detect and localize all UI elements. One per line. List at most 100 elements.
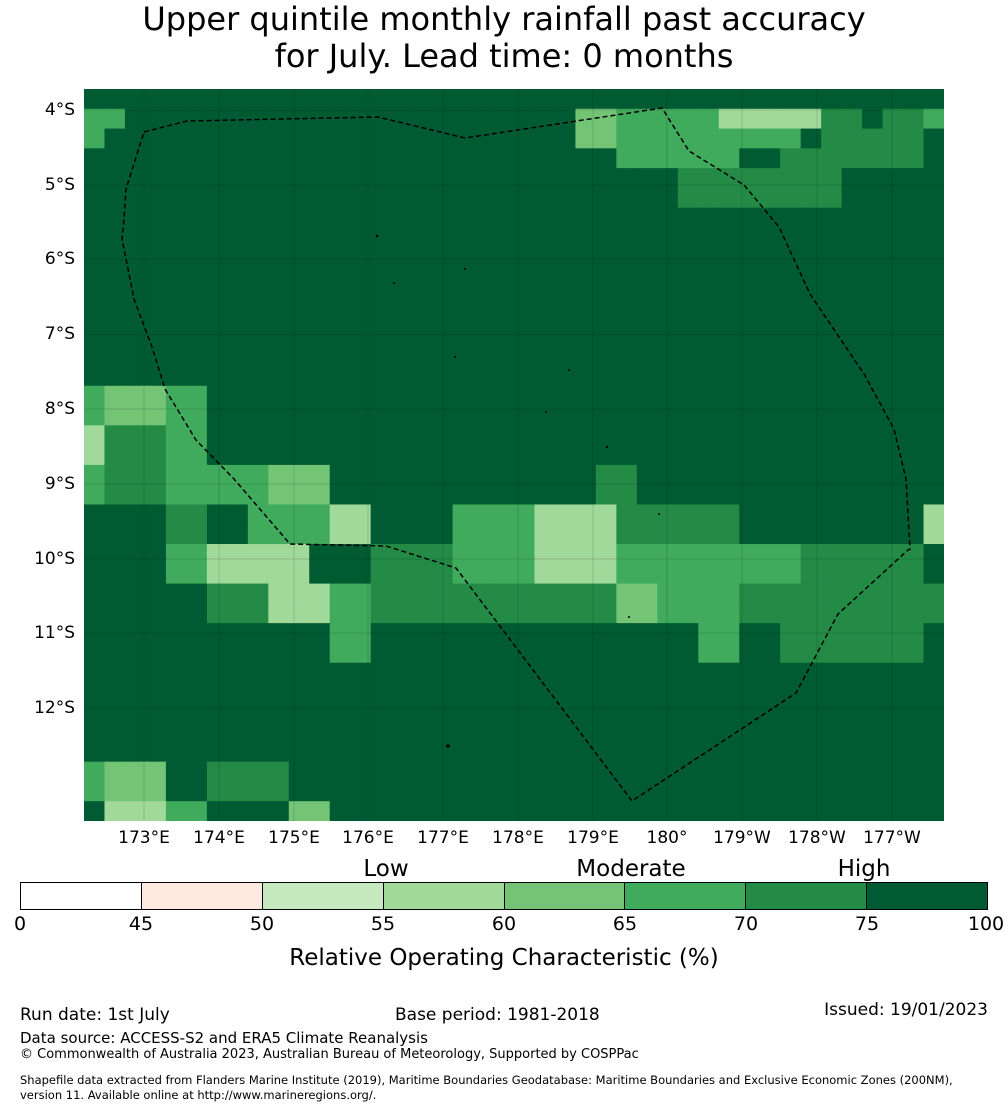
grid-cell — [186, 583, 208, 604]
grid-cell — [350, 583, 372, 604]
grid-cell — [288, 464, 310, 486]
grid-cell — [616, 801, 638, 821]
grid-cell — [329, 623, 351, 644]
grid-cell — [493, 227, 515, 248]
grid-cell — [473, 108, 495, 130]
grid-cell — [841, 642, 863, 664]
grid-cell — [84, 603, 106, 624]
grid-cell — [554, 623, 577, 644]
grid-cell — [800, 365, 822, 387]
grid-cell — [206, 227, 228, 248]
grid-cell — [288, 425, 310, 446]
grid-cell — [145, 326, 167, 347]
grid-cell — [923, 484, 944, 506]
grid-cell — [718, 425, 740, 446]
grid-cell — [329, 682, 351, 703]
grid-cell — [432, 722, 454, 743]
grid-cell — [247, 207, 269, 229]
grid-cell — [84, 365, 106, 387]
grid-cell — [145, 425, 167, 446]
grid-cell — [718, 108, 740, 130]
grid-cell — [206, 563, 228, 585]
grid-cell — [104, 187, 126, 209]
grid-cell — [145, 306, 167, 327]
grid-cell — [698, 464, 720, 486]
grid-cell — [595, 247, 617, 268]
grid-cell — [493, 662, 515, 684]
grid-cell — [84, 761, 106, 783]
grid-cell — [186, 187, 208, 209]
grid-cell — [493, 583, 515, 604]
grid-cell — [841, 761, 863, 783]
grid-cell — [452, 722, 474, 743]
grid-cell — [104, 642, 126, 664]
grid-cell — [595, 267, 617, 288]
grid-cell — [473, 722, 495, 743]
grid-cell — [739, 484, 761, 506]
grid-cell — [514, 286, 536, 308]
grid-cell — [391, 365, 413, 387]
grid-cell — [288, 583, 310, 604]
grid-cell — [616, 484, 638, 506]
grid-cell — [821, 623, 843, 644]
grid-cell — [206, 642, 228, 664]
grid-cell — [309, 662, 331, 684]
grid-cell — [186, 662, 208, 684]
grid-cell — [288, 682, 310, 703]
colorbar-segment — [141, 883, 263, 909]
grid-cell — [165, 781, 187, 802]
grid-cell — [370, 385, 392, 407]
grid-cell — [800, 603, 822, 624]
grid-cell — [268, 365, 290, 387]
grid-cell — [677, 148, 699, 169]
grid-cell — [309, 168, 331, 189]
grid-cell — [657, 346, 679, 367]
grid-cell — [759, 187, 781, 209]
grid-cell — [452, 168, 474, 189]
grid-cell — [534, 306, 556, 327]
grid-cell — [84, 524, 106, 545]
grid-cell — [309, 741, 331, 763]
grid-cell — [862, 781, 884, 802]
lat-label-7s: 7°S — [44, 324, 75, 344]
grid-cell — [514, 741, 536, 763]
grid-cell — [882, 682, 904, 703]
grid-cell — [165, 365, 187, 387]
grid-cell — [473, 504, 495, 525]
grid-cell — [247, 247, 269, 268]
grid-cell — [206, 207, 228, 229]
grid-cell — [206, 108, 228, 130]
grid-cell — [288, 741, 310, 763]
grid-cell — [206, 741, 228, 763]
grid-cell — [534, 89, 556, 110]
grid-cell — [288, 702, 310, 723]
grid-cell — [739, 583, 761, 604]
grid-cell — [882, 741, 904, 763]
grid-cell — [452, 365, 474, 387]
grid-cell — [145, 168, 167, 189]
grid-cell — [903, 504, 925, 525]
grid-cell — [309, 286, 331, 308]
grid-cell — [534, 365, 556, 387]
grid-cell — [657, 544, 679, 565]
lat-label-12s: 12°S — [34, 698, 75, 718]
grid-cell — [595, 801, 617, 821]
grid-cell — [104, 484, 126, 506]
grid-cell — [124, 445, 147, 466]
grid-cell — [841, 464, 863, 486]
grid-cell — [923, 603, 944, 624]
grid-cell — [411, 524, 433, 545]
grid-cell — [370, 801, 392, 821]
grid-cell — [616, 524, 638, 545]
lon-label-173e: 173°E — [118, 828, 170, 848]
grid-cell — [841, 702, 863, 723]
grid-cell — [575, 365, 597, 387]
grid-cell — [227, 801, 249, 821]
grid-cell — [554, 761, 577, 783]
grid-cell — [841, 187, 863, 209]
grid-cell — [800, 187, 822, 209]
grid-cell — [657, 741, 679, 763]
grid-cell — [923, 722, 944, 743]
grid-cell — [862, 306, 884, 327]
grid-cell — [411, 702, 433, 723]
